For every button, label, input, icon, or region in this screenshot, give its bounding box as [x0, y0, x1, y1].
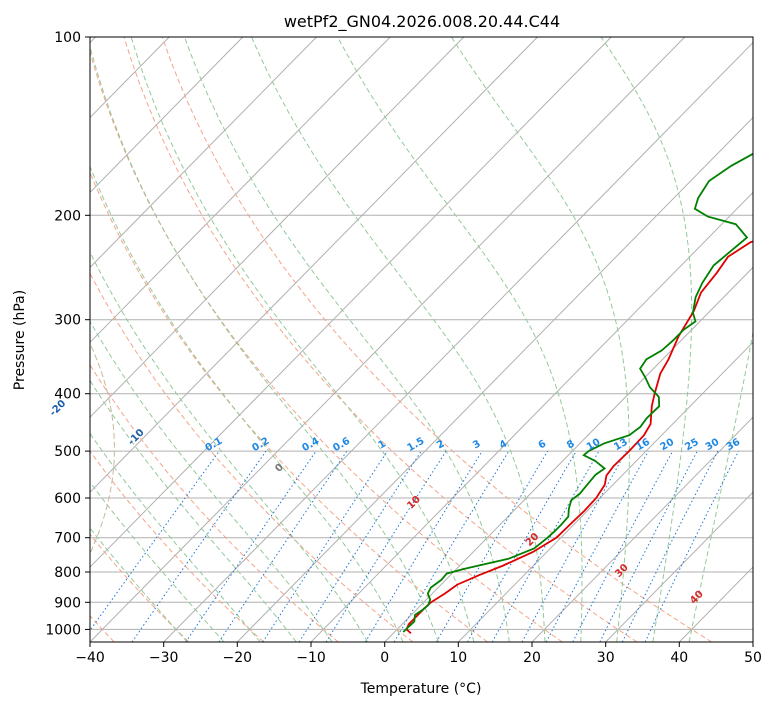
series-layer — [402, 152, 753, 634]
mixing-ratio-label: 3 — [471, 438, 483, 451]
y-tick-label: 900 — [54, 595, 81, 611]
y-tick-label: 600 — [54, 491, 81, 507]
y-tick-label: 800 — [54, 565, 81, 581]
isotherm-line — [90, 37, 465, 418]
dry-adiabat-line — [161, 37, 712, 642]
mixing-ratio-line — [521, 450, 627, 642]
isotherm-line — [90, 37, 686, 642]
mixing-ratio-line — [599, 450, 698, 642]
dry-adiabat-line — [90, 363, 339, 642]
x-axis-label: Temperature (°C) — [360, 681, 482, 697]
isotherm-line — [605, 491, 753, 642]
isotherm-line — [90, 37, 538, 493]
y-tick-label: 100 — [54, 30, 81, 46]
moist-adiabat-line — [600, 37, 693, 642]
moist-adiabat-line — [90, 165, 404, 642]
x-tick-label: 0 — [380, 650, 389, 666]
isotherm-line — [310, 191, 753, 642]
mixing-ratio-line — [131, 450, 267, 642]
moist-adiabat-line — [90, 44, 439, 642]
y-tick-label: 300 — [54, 313, 81, 329]
isotherm-line — [531, 416, 753, 642]
mixing-ratio-line — [621, 450, 719, 642]
mixing-ratio-label: 2 — [435, 438, 447, 451]
x-tick-label: −30 — [149, 650, 179, 666]
y-tick-label: 400 — [54, 387, 81, 403]
moist-adiabat-line — [251, 37, 546, 642]
moist-adiabat-line — [90, 320, 333, 642]
reference-curve-line — [90, 342, 115, 555]
x-tick-label: 20 — [523, 650, 541, 666]
isotherm-line — [163, 41, 753, 642]
moist-adiabat-line — [130, 37, 475, 642]
moist-adiabat-line — [90, 379, 297, 642]
dry-adiabat-line — [90, 272, 414, 642]
isotherm-line — [90, 37, 317, 269]
chart-title: wetPf2_GN04.2026.008.20.44.C44 — [284, 12, 560, 32]
x-tick-label: 50 — [744, 650, 762, 666]
mixing-ratio-line — [491, 450, 600, 642]
x-tick-label: 10 — [449, 650, 467, 666]
grid-layer — [90, 37, 753, 642]
y-tick-label: 700 — [54, 531, 81, 547]
moist-adiabat-line — [90, 251, 369, 642]
mixing-ratio-line — [185, 450, 317, 642]
moist-adiabat-line — [184, 37, 510, 642]
x-tick-label: −20 — [223, 650, 253, 666]
y-tick-label: 500 — [54, 444, 81, 460]
isotherm-line — [90, 37, 612, 568]
moist-adiabat-line — [688, 329, 753, 642]
moist-adiabat-line — [337, 37, 583, 642]
moist-adiabat-line — [450, 37, 630, 642]
isotherm-line — [384, 266, 753, 642]
dry-adiabat-line — [90, 50, 563, 642]
dry-adiabat-line — [123, 37, 638, 642]
dry-adiabat-line — [90, 533, 190, 642]
axis-layer: −40 −30 −20 −10 0 10 20 30 40 50 1000 900 800 700 600 5… — [45, 30, 762, 666]
mixing-ratio-line — [364, 450, 483, 642]
isotherm-line — [90, 37, 244, 194]
dewpoint-line — [402, 152, 753, 633]
x-tick-label: 40 — [670, 650, 688, 666]
mixing-ratio-line — [218, 450, 348, 642]
mixing-ratio-label: 4 — [498, 438, 510, 451]
mixing-ratio-line — [298, 450, 422, 642]
mixing-ratio-label: 1 — [376, 438, 388, 451]
mixing-ratio-label: 8 — [565, 438, 577, 451]
x-tick-label: 30 — [597, 650, 615, 666]
mixing-ratio-line — [90, 450, 220, 632]
x-tick-label: −40 — [75, 650, 105, 666]
mixing-ratio-line — [262, 450, 388, 642]
isotherm-line — [90, 37, 391, 344]
isotherm-line — [457, 341, 753, 642]
mixing-ratio-label: 6 — [537, 438, 549, 451]
mixing-ratio-line — [545, 450, 649, 642]
moist-adiabat-line — [90, 432, 261, 642]
y-axis-label: Pressure (hPa) — [12, 290, 28, 390]
isotherm-line — [236, 116, 753, 642]
plot-frame — [89, 36, 754, 643]
y-tick-label: 1000 — [45, 622, 81, 638]
x-tick-label: −10 — [296, 650, 326, 666]
temperature-line — [405, 240, 753, 634]
y-tick-label: 200 — [54, 208, 81, 224]
